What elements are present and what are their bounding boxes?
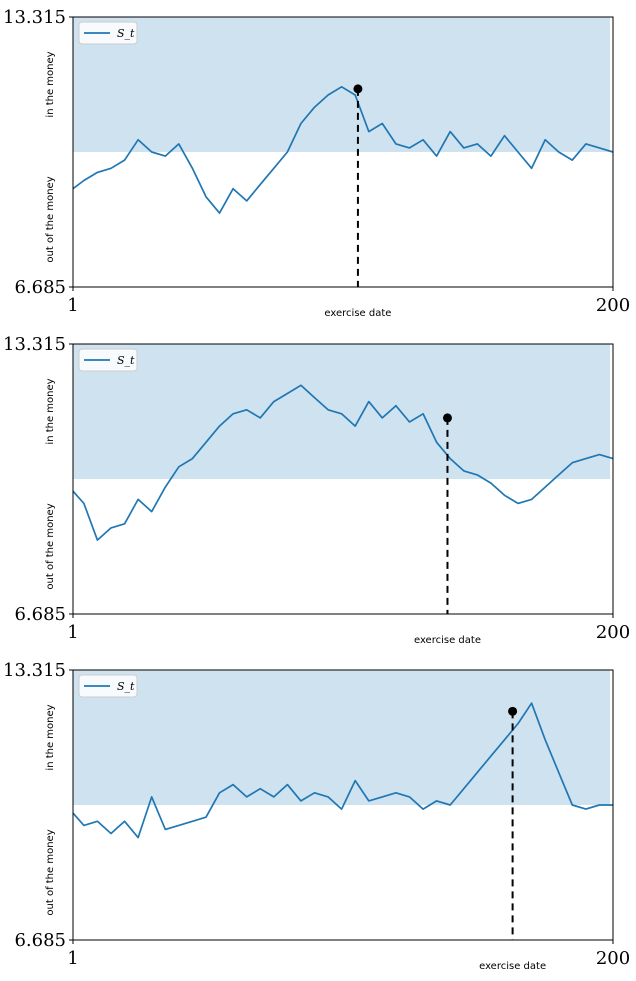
legend-label: S_t bbox=[117, 354, 135, 367]
exercise-point bbox=[442, 413, 452, 423]
x-tick-label-last: 200 bbox=[596, 948, 630, 969]
price-series-line bbox=[72, 702, 613, 839]
legend: S_t bbox=[78, 674, 138, 698]
y-tick-label-min: 6.685 bbox=[14, 930, 66, 951]
exercise-point bbox=[508, 706, 518, 716]
legend-label: S_t bbox=[117, 27, 135, 40]
x-tick-label-first: 1 bbox=[67, 948, 78, 969]
in-the-money-region bbox=[73, 670, 610, 805]
out-of-the-money-label: out of the money bbox=[45, 176, 56, 262]
axes-frame bbox=[72, 669, 614, 941]
legend: S_t bbox=[78, 348, 138, 372]
in-the-money-label: in the money bbox=[45, 51, 56, 117]
in-the-money-region bbox=[73, 344, 610, 479]
in-the-money-label: in the money bbox=[45, 704, 56, 770]
out-of-the-money-label: out of the money bbox=[45, 503, 56, 589]
in-the-money-label: in the money bbox=[45, 378, 56, 444]
y-tick-label-max: 13.315 bbox=[3, 660, 66, 681]
in-the-money-region bbox=[73, 17, 610, 152]
axes-frame bbox=[72, 343, 614, 615]
x-axis-label: exercise date bbox=[414, 635, 481, 646]
y-tick-label-max: 13.315 bbox=[3, 7, 66, 28]
x-axis-label: exercise date bbox=[479, 961, 546, 972]
x-axis-label: exercise date bbox=[324, 308, 391, 319]
x-tick-label-first: 1 bbox=[67, 622, 78, 643]
exercise-point bbox=[353, 84, 363, 94]
axes-frame bbox=[72, 16, 614, 288]
legend: S_t bbox=[78, 21, 138, 45]
out-of-the-money-label: out of the money bbox=[45, 829, 56, 915]
x-tick-label-last: 200 bbox=[596, 622, 630, 643]
legend-label: S_t bbox=[117, 680, 135, 693]
y-tick-label-min: 6.685 bbox=[14, 604, 66, 625]
y-tick-label-max: 13.315 bbox=[3, 334, 66, 355]
price-series-line bbox=[72, 384, 614, 541]
price-series-line bbox=[72, 85, 614, 214]
y-tick-label-min: 6.685 bbox=[14, 277, 66, 298]
x-tick-label-first: 1 bbox=[67, 295, 78, 316]
x-tick-label-last: 200 bbox=[596, 295, 630, 316]
